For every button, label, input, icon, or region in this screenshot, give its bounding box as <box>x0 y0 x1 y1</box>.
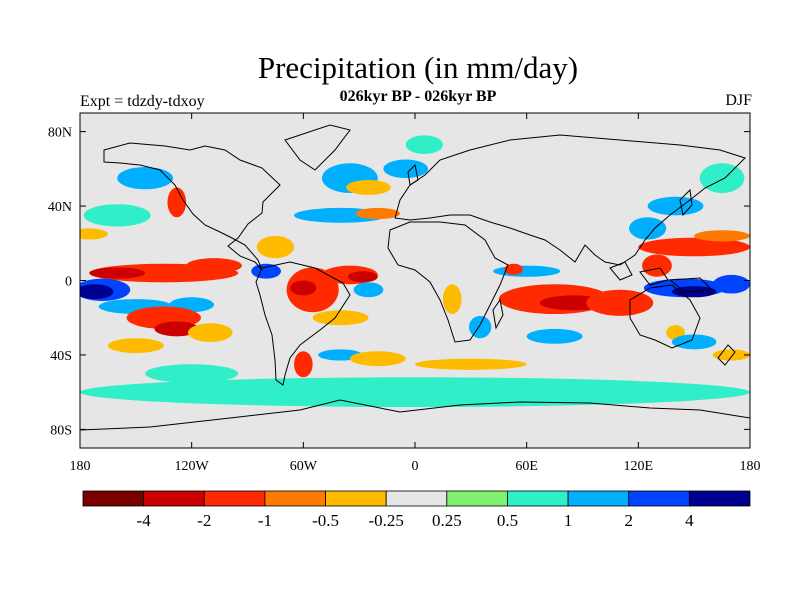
anomaly-region <box>290 280 317 296</box>
coast-north-america <box>103 142 281 271</box>
colorbar-swatch <box>567 490 630 507</box>
map-subtitle: 026kyr BP - 026kyr BP <box>339 88 497 105</box>
anomaly-region <box>349 351 406 367</box>
anomaly-region <box>251 263 281 279</box>
anomaly-region <box>167 187 187 218</box>
anomaly-region <box>493 265 561 277</box>
colorbar-swatch <box>688 490 751 507</box>
anomaly-region <box>186 258 242 274</box>
colorbar-swatch <box>143 490 205 507</box>
colorbar-label: -2 <box>197 511 211 530</box>
anomaly-region <box>629 217 667 240</box>
x-tick-label: 180 <box>740 459 761 474</box>
anomaly-region <box>107 338 164 354</box>
x-tick-label: 60E <box>515 459 538 474</box>
x-tick-label: 180 <box>70 459 91 474</box>
anomaly-region <box>699 163 745 194</box>
map-title: Precipitation (in mm/day) <box>257 50 579 85</box>
colorbar-label: -4 <box>137 511 152 530</box>
anomaly-region <box>117 166 174 190</box>
anomaly-region <box>256 235 295 259</box>
coast-new-zealand <box>717 344 736 366</box>
coast-africa <box>387 221 509 343</box>
colorbar-label: 4 <box>685 511 694 530</box>
colorbar-swatch <box>628 490 690 507</box>
anomaly-region <box>405 135 443 154</box>
colorbar-swatch <box>264 490 326 507</box>
coast-madagascar <box>492 298 504 330</box>
coast-antarctica <box>80 399 750 431</box>
anomaly-region <box>694 230 750 242</box>
colorbar-swatch <box>82 490 145 507</box>
y-tick-label: 80S <box>50 423 72 438</box>
x-tick-label: 120E <box>624 459 654 474</box>
x-tick-label: 60W <box>290 459 318 474</box>
anomaly-region <box>187 323 233 342</box>
anomaly-region <box>504 263 523 275</box>
anomaly-region <box>80 228 108 240</box>
colorbar-label: 2 <box>624 511 633 530</box>
colorbar-label: 0.5 <box>497 511 518 530</box>
y-tick-label: 40N <box>48 200 72 215</box>
anomaly-region <box>348 271 378 283</box>
anomaly-field <box>80 135 750 408</box>
anomaly-region <box>638 237 750 257</box>
anomaly-region <box>415 358 527 370</box>
coast-japan <box>679 188 693 217</box>
coastlines <box>80 124 750 431</box>
anomaly-region <box>145 364 239 383</box>
anomaly-region <box>80 377 750 408</box>
anomaly-region <box>89 267 146 279</box>
colorbar-label: 0.25 <box>432 511 462 530</box>
y-tick-label: 40S <box>50 349 72 364</box>
x-tick-label: 0 <box>412 459 419 474</box>
anomaly-region <box>712 274 750 294</box>
anomaly-region <box>526 328 583 344</box>
anomaly-region <box>80 284 114 300</box>
map-axes: 180 120W 60W 0 60E 120E 180 80N 40N 0 40S 80S <box>48 113 761 474</box>
coast-eurasia <box>394 134 746 266</box>
anomaly-region <box>383 159 429 179</box>
colorbar-label: 1 <box>564 511 573 530</box>
colorbar-label: -0.25 <box>368 511 403 530</box>
anomaly-region <box>312 310 369 326</box>
colorbar-label: -0.5 <box>312 511 339 530</box>
colorbar-swatch <box>325 490 387 507</box>
anomaly-region <box>353 282 384 298</box>
anomaly-region <box>647 196 704 216</box>
colorbar-swatch <box>446 490 508 507</box>
anomaly-region <box>346 180 391 195</box>
colorbar-swatch <box>385 490 448 507</box>
coast-australia <box>629 284 701 349</box>
anomaly-region <box>442 284 462 314</box>
anomaly-region <box>642 254 672 277</box>
colorbar: -4 -2 -1 -0.5 -0.25 0.25 0.5 1 2 4 <box>82 490 751 530</box>
anomaly-region <box>355 207 401 220</box>
anomaly-region <box>671 334 717 350</box>
season-label: DJF <box>725 92 752 109</box>
coast-britain <box>407 163 419 186</box>
coast-maritime-continent <box>609 261 714 293</box>
colorbar-label: -1 <box>258 511 272 530</box>
experiment-label: Expt = tdzdy-tdxoy <box>80 93 205 110</box>
colorbar-swatch <box>507 490 569 507</box>
y-tick-label: 80N <box>48 126 72 141</box>
colorbar-swatch <box>203 490 266 507</box>
x-tick-label: 120W <box>175 459 210 474</box>
anomaly-region <box>83 204 151 227</box>
anomaly-region <box>294 351 313 378</box>
anomaly-region <box>468 315 492 339</box>
coast-greenland <box>284 124 351 171</box>
coast-south-america <box>255 261 351 386</box>
y-tick-label: 0 <box>65 275 72 290</box>
anomaly-region <box>586 289 654 316</box>
